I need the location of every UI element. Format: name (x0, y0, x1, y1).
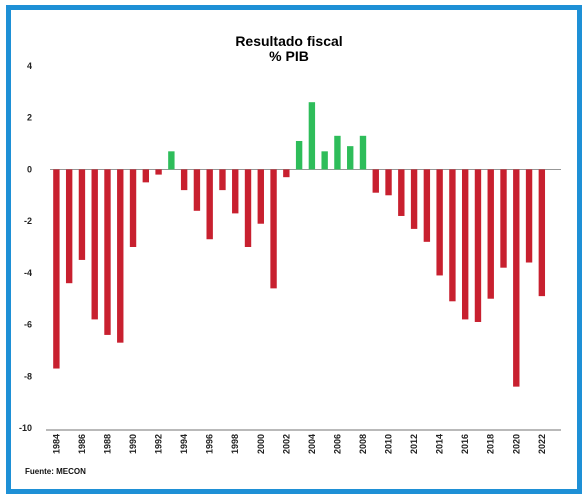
bar-1993 (168, 151, 175, 170)
bar-2022 (538, 169, 546, 297)
bar-1986 (78, 169, 86, 260)
bar-1995 (193, 169, 201, 211)
bar-2003 (295, 140, 303, 170)
bar-1988 (104, 169, 111, 335)
bar-2014 (436, 169, 443, 276)
chart-frame: Resultado fiscal % PIB 4 2 0 -2 -4 -6 -8 -10 198… (6, 5, 582, 494)
bar-2005 (321, 151, 328, 170)
bar-1987 (91, 169, 98, 320)
bar-1985 (65, 169, 73, 284)
bar-chart: 4 2 0 -2 -4 -6 -8 -10 1984 1986 1988 1990 1992 1994 19… (19, 61, 561, 454)
x-tick-label: 2020 (511, 434, 521, 454)
bar-2007 (347, 146, 354, 170)
bar-2006 (334, 135, 341, 170)
x-tick-label: 1992 (154, 434, 164, 454)
bar-1999 (244, 169, 252, 247)
bar-1991 (142, 169, 150, 183)
x-tick-label: 1998 (230, 434, 240, 454)
chart-title-text: Resultado fiscal (235, 33, 343, 49)
x-tick-label: 2012 (409, 434, 419, 454)
bar-2011 (398, 169, 405, 216)
bar-2016 (461, 169, 469, 320)
bar-1997 (219, 169, 226, 191)
x-tick-label: 2000 (256, 434, 266, 454)
x-tick-label: 2010 (384, 434, 394, 454)
x-tick-label: 2018 (486, 434, 496, 454)
x-tick-label: 2006 (332, 434, 342, 454)
x-tick-label: 2002 (281, 434, 291, 454)
y-tick-label: -4 (24, 268, 32, 278)
x-tick-label: 1990 (128, 434, 138, 454)
bar-2004 (308, 102, 316, 170)
bar-2010 (385, 169, 392, 196)
y-tick-label: -2 (24, 216, 32, 226)
y-tick-label: -8 (24, 371, 32, 381)
bar-1996 (206, 169, 213, 240)
bar-2013 (423, 169, 431, 242)
bar-2000 (257, 169, 264, 224)
bar-1990 (129, 169, 137, 247)
x-tick-label: 2008 (358, 434, 368, 454)
bar-1984 (53, 169, 60, 369)
x-tick-label: 2016 (460, 434, 470, 454)
chart-title: Resultado fiscal % PIB (11, 34, 567, 64)
bar-2015 (449, 169, 456, 302)
source-note: Fuente: MECON (25, 467, 86, 476)
bar-2018 (487, 169, 494, 299)
bar-2008 (359, 135, 367, 170)
bar-1998 (232, 169, 239, 214)
y-tick-label: 0 (27, 164, 32, 174)
x-tick-label: 1994 (179, 434, 189, 454)
bar-2009 (372, 169, 379, 193)
bar-2012 (410, 169, 418, 229)
y-tick-label: -6 (24, 320, 32, 330)
x-tick-label: 2004 (307, 434, 317, 454)
bar-1992 (155, 169, 162, 175)
y-tick-label: 2 (27, 113, 32, 123)
x-tick-label: 1988 (102, 434, 112, 454)
bar-2002 (283, 169, 290, 178)
bar-2001 (270, 169, 277, 289)
chart-subtitle-text: % PIB (269, 48, 309, 64)
x-tick-label: 2014 (435, 434, 445, 454)
bar-1994 (180, 169, 188, 191)
y-tick-label: -10 (19, 423, 32, 433)
x-tick-label: 1986 (77, 434, 87, 454)
bar-2017 (474, 169, 482, 322)
bar-2021 (525, 169, 533, 263)
bar-1989 (117, 169, 124, 343)
bar-2020 (513, 169, 520, 387)
x-tick-label: 1996 (205, 434, 215, 454)
x-tick-label: 2022 (537, 434, 547, 454)
x-tick-label: 1984 (51, 434, 61, 454)
y-tick-label: 4 (27, 61, 32, 71)
bar-2019 (500, 169, 507, 268)
